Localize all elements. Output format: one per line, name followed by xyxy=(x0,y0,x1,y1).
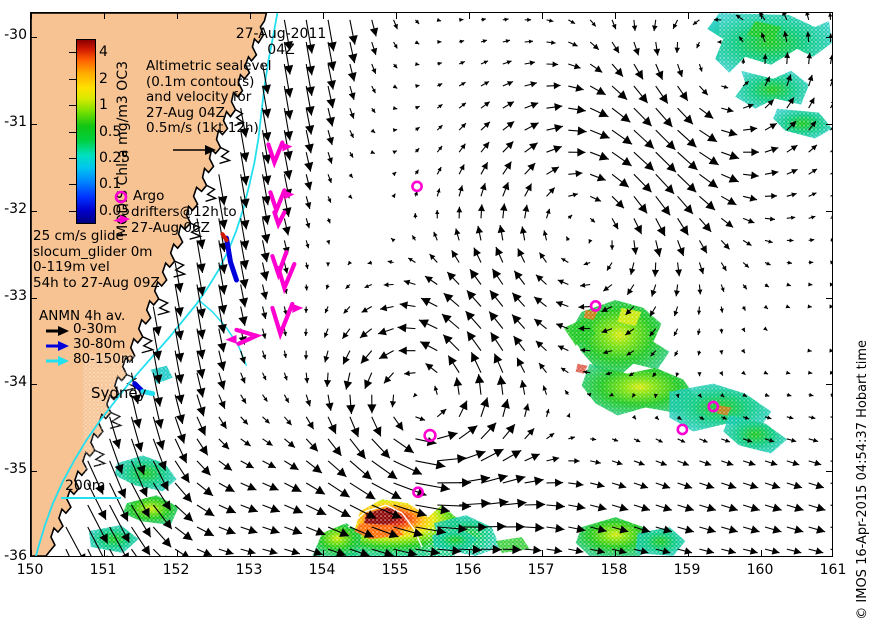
y-axis-tick xyxy=(30,37,37,38)
velocity-scale-arrow xyxy=(171,143,217,157)
x-axis-tick xyxy=(688,12,689,19)
x-axis-tick xyxy=(250,550,251,557)
x-axis-tick-label: 158 xyxy=(594,562,634,578)
y-axis-tick xyxy=(826,124,833,125)
x-axis-tick xyxy=(761,550,762,557)
x-axis-tick xyxy=(469,550,470,557)
y-axis-tick-label: -33 xyxy=(0,288,27,304)
y-axis-tick-label: -34 xyxy=(0,374,27,390)
y-axis-tick-label: -32 xyxy=(0,201,27,217)
y-axis-tick-label: -30 xyxy=(0,27,27,43)
x-axis-tick-label: 150 xyxy=(10,562,50,578)
glider-annotation: 25 cm/s glide slocum_glider 0m 0-119m ve… xyxy=(33,229,160,291)
colorbar-tick xyxy=(69,211,76,212)
y-axis-tick xyxy=(30,298,37,299)
x-axis-tick xyxy=(177,550,178,557)
x-axis-tick-label: 151 xyxy=(83,562,123,578)
colorbar-tick xyxy=(69,158,76,159)
x-axis-tick xyxy=(104,12,105,19)
y-axis-tick-label: -36 xyxy=(0,548,27,564)
colorbar-tick xyxy=(69,52,76,53)
altimetry-annotation: Altimetric sealevel (0.1m contours) and … xyxy=(146,59,272,137)
argo-legend-icon xyxy=(113,189,129,205)
y-axis-tick xyxy=(30,211,37,212)
colorbar-tick xyxy=(69,105,76,106)
argo-legend-label: Argo xyxy=(133,189,164,205)
x-axis-tick xyxy=(469,12,470,19)
x-axis-tick xyxy=(323,12,324,19)
x-axis-tick xyxy=(615,12,616,19)
anmn-arrow-0-30m xyxy=(45,325,71,337)
x-axis-tick xyxy=(396,550,397,557)
y-axis-tick-label: -35 xyxy=(0,461,27,477)
colorbar-tick xyxy=(69,184,76,185)
glider-track-mid xyxy=(227,238,237,280)
y-axis-tick xyxy=(826,471,833,472)
anmn-arrow-30-80m xyxy=(45,340,71,352)
anmn-label-80-150m: 80-150m xyxy=(73,352,134,368)
x-axis-tick-label: 154 xyxy=(302,562,342,578)
y-axis-tick xyxy=(826,298,833,299)
x-axis-tick-label: 155 xyxy=(375,562,415,578)
scale-bar-label: 200m xyxy=(65,478,105,494)
colorbar-tick xyxy=(69,79,76,80)
y-axis-tick xyxy=(826,211,833,212)
x-axis-tick xyxy=(761,12,762,19)
x-axis-tick-label: 161 xyxy=(813,562,853,578)
y-axis-tick xyxy=(30,384,37,385)
x-axis-tick-label: 159 xyxy=(667,562,707,578)
colorbar-tick xyxy=(69,132,76,133)
x-axis-tick-label: 157 xyxy=(521,562,561,578)
colorbar-tick-label: 2 xyxy=(99,71,108,87)
x-axis-tick xyxy=(31,550,32,557)
scale-bar xyxy=(61,497,121,499)
y-axis-tick xyxy=(826,384,833,385)
x-axis-tick xyxy=(542,550,543,557)
x-axis-tick-label: 156 xyxy=(448,562,488,578)
anmn-arrow-80-150m xyxy=(45,355,71,367)
city-label-sydney: Sydney xyxy=(91,384,147,402)
y-axis-tick xyxy=(826,37,833,38)
x-axis-tick xyxy=(250,12,251,19)
plot-title: 27-Aug-2011 04Z xyxy=(206,26,356,58)
copyright-notice: © IMOS 16-Apr-2015 04:54:37 Hobart time xyxy=(855,340,870,620)
x-axis-tick-label: 152 xyxy=(156,562,196,578)
colorbar-tick-label: 4 xyxy=(99,44,108,60)
y-axis-tick xyxy=(30,471,37,472)
colorbar-tick-label: 1 xyxy=(99,97,108,113)
x-axis-tick xyxy=(323,550,324,557)
y-axis-tick-label: -31 xyxy=(0,114,27,130)
y-axis-tick xyxy=(30,124,37,125)
x-axis-tick xyxy=(104,550,105,557)
x-axis-tick xyxy=(31,12,32,19)
drifter-legend-icon xyxy=(111,211,131,227)
x-axis-tick xyxy=(177,12,178,19)
colorbar xyxy=(76,39,96,224)
x-axis-tick xyxy=(396,12,397,19)
x-axis-tick xyxy=(542,12,543,19)
x-axis-tick-label: 160 xyxy=(740,562,780,578)
x-axis-tick xyxy=(615,550,616,557)
x-axis-tick xyxy=(688,550,689,557)
x-axis-tick-label: 153 xyxy=(229,562,269,578)
